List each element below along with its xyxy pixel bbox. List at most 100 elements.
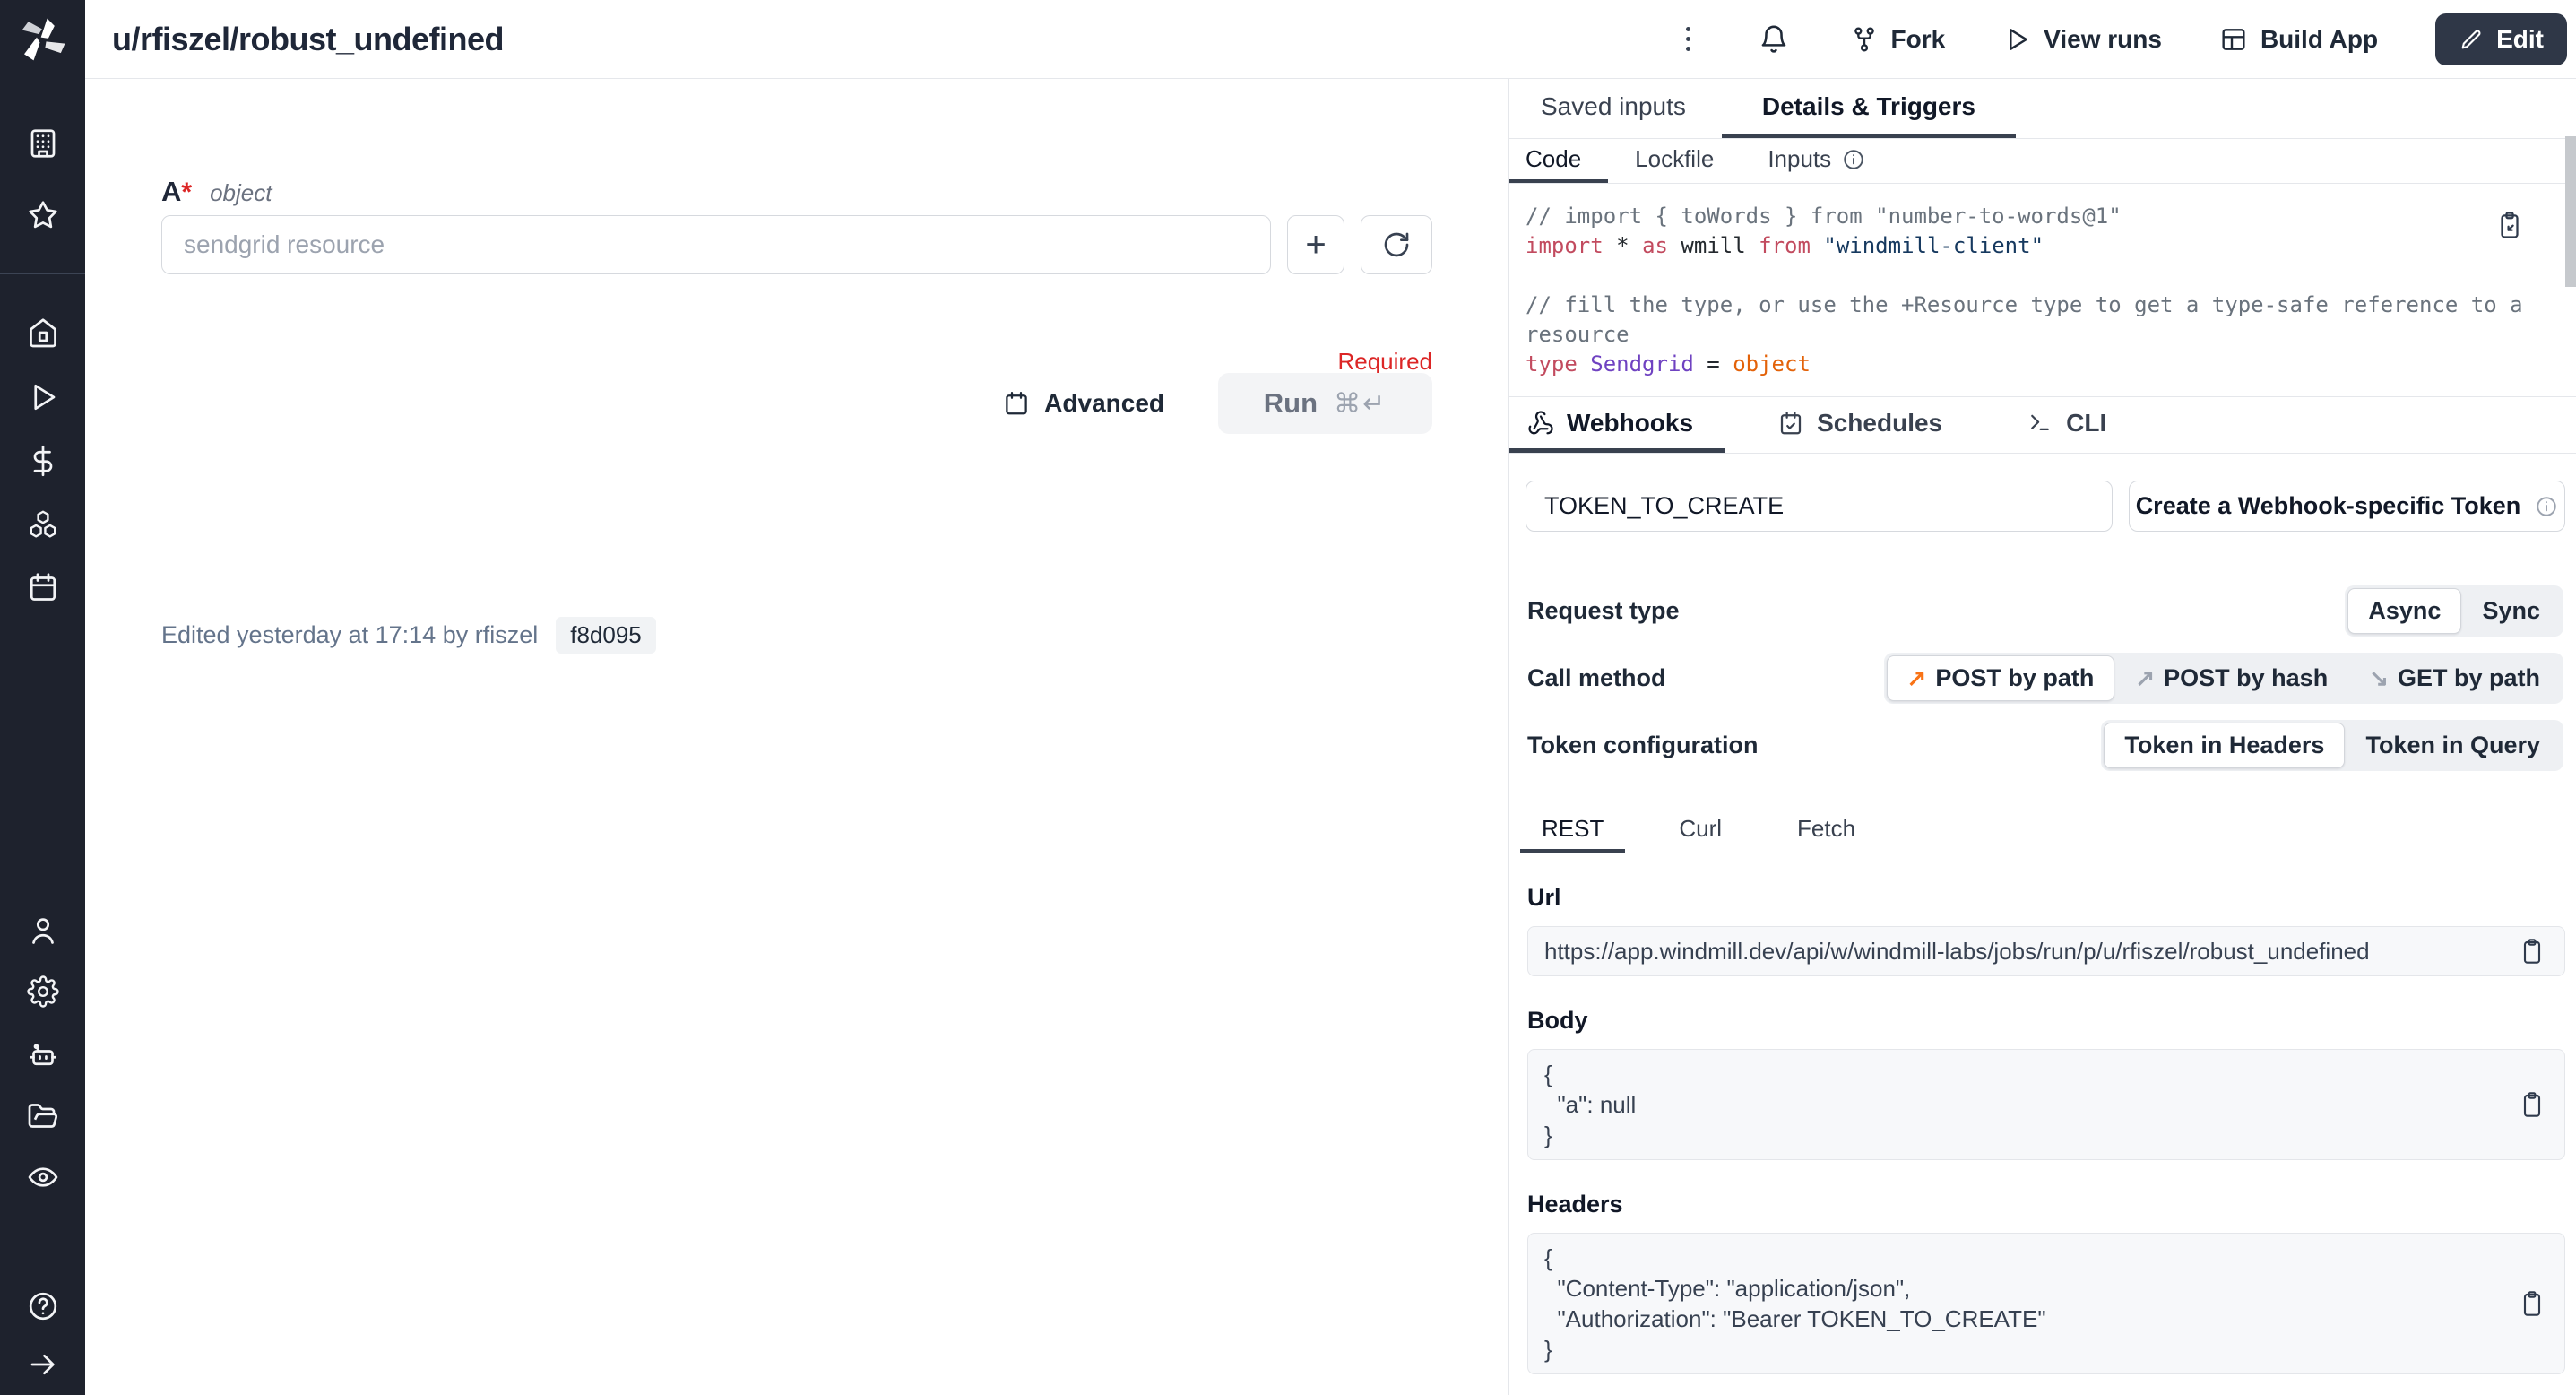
headers-box: { "Content-Type": "application/json", "A… (1527, 1233, 2565, 1374)
panel-scrollbar[interactable] (2565, 136, 2576, 287)
info-icon[interactable] (2535, 495, 2558, 518)
token-row: Create a Webhook-specific Token (1526, 481, 2565, 532)
copy-url-button[interactable] (2518, 936, 2548, 966)
edit-meta-row: Edited yesterday at 17:14 by rfiszel f8d… (161, 617, 656, 654)
token-input[interactable] (1526, 481, 2113, 532)
bot-icon[interactable] (26, 1038, 60, 1072)
create-token-button[interactable]: Create a Webhook-specific Token (2129, 481, 2565, 532)
body-section: Body { "a": null } (1527, 1007, 2565, 1160)
add-resource-button[interactable]: + (1287, 215, 1344, 274)
bell-icon (1759, 24, 1789, 55)
app-grid-icon (2219, 25, 2248, 54)
runs-play-icon[interactable] (26, 380, 60, 414)
page-title: u/rfiszel/robust_undefined (112, 20, 505, 57)
code-tabs: Code Lockfile Inputs (1509, 139, 2576, 184)
edit-button[interactable]: Edit (2435, 13, 2567, 65)
url-label: Url (1527, 884, 1561, 911)
copy-body-button[interactable] (2518, 1089, 2548, 1120)
run-button[interactable]: Run ⌘↵ (1218, 373, 1432, 434)
arrow-right-icon[interactable] (26, 1347, 60, 1382)
dollar-icon[interactable] (26, 444, 60, 478)
snippet-tabs: REST Curl Fetch (1509, 809, 2576, 853)
kebab-menu-icon[interactable] (1679, 20, 1698, 58)
token-config-row: Token configuration Token in Headers Tok… (1509, 720, 2563, 771)
refresh-button[interactable] (1361, 215, 1432, 274)
field-type: object (210, 179, 272, 206)
star-icon[interactable] (26, 198, 60, 232)
code-text: // import { toWords } from "number-to-wo… (1526, 204, 2537, 377)
option-async[interactable]: Async (2347, 588, 2462, 634)
tab-webhooks[interactable]: Webhooks (1509, 397, 1726, 453)
pencil-icon (2459, 27, 2484, 52)
request-type-toggle: Async Sync (2345, 585, 2563, 637)
gear-icon[interactable] (26, 975, 60, 1009)
tab-fetch[interactable]: Fetch (1797, 815, 1856, 842)
clipboard-icon (2518, 1289, 2548, 1318)
info-icon[interactable] (1842, 148, 1865, 171)
panel-tabs: Saved inputs Details & Triggers (1509, 79, 2576, 139)
top-bar: u/rfiszel/robust_undefined Fork (85, 0, 2576, 79)
required-hint: Required (1337, 348, 1432, 375)
fork-button[interactable]: Fork (1850, 25, 1945, 54)
windmill-logo[interactable] (18, 14, 68, 65)
required-asterisk: * (181, 178, 193, 207)
option-post-by-path[interactable]: ↗ POST by path (1886, 655, 2115, 701)
refresh-icon (1382, 230, 1411, 259)
option-token-query[interactable]: Token in Query (2365, 732, 2540, 758)
tab-curl[interactable]: Curl (1679, 815, 1723, 842)
user-icon[interactable] (26, 914, 60, 948)
url-section: Url https://app.windmill.dev/api/w/windm… (1527, 884, 2565, 976)
request-type-row: Request type Async Sync (1509, 585, 2563, 637)
option-post-by-hash[interactable]: ↗ POST by hash (2135, 664, 2329, 691)
resource-input[interactable] (161, 215, 1271, 274)
help-icon[interactable] (26, 1289, 60, 1323)
option-get-by-path[interactable]: ↘ GET by path (2369, 664, 2540, 691)
calendar-icon[interactable] (26, 570, 60, 604)
home-icon[interactable] (26, 316, 60, 350)
tab-cli[interactable]: CLI (2001, 397, 2131, 453)
trigger-tabs: Webhooks Schedules CLI (1509, 397, 2576, 454)
tab-lockfile[interactable]: Lockfile (1635, 145, 1715, 172)
eye-icon[interactable] (26, 1160, 60, 1194)
notifications-button[interactable] (1755, 21, 1793, 58)
token-config-toggle: Token in Headers Token in Query (2101, 720, 2563, 771)
call-method-label: Call method (1527, 664, 1666, 691)
body-box: { "a": null } (1527, 1049, 2565, 1160)
option-token-headers[interactable]: Token in Headers (2104, 723, 2346, 768)
tab-saved-inputs[interactable]: Saved inputs (1541, 92, 1686, 120)
token-config-label: Token configuration (1527, 732, 1759, 758)
arrow-down-right-icon: ↘ (2369, 664, 2389, 691)
advanced-button[interactable]: Advanced (1003, 389, 1164, 418)
view-runs-button[interactable]: View runs (2002, 25, 2162, 54)
field-name: A (161, 176, 182, 207)
play-icon (2002, 25, 2031, 54)
url-value: https://app.windmill.dev/api/w/windmill-… (1544, 938, 2370, 965)
arrow-up-right-icon: ↗ (1906, 664, 1927, 691)
tab-schedules[interactable]: Schedules (1752, 397, 1967, 453)
building-icon[interactable] (26, 126, 60, 160)
boxes-icon[interactable] (26, 507, 60, 542)
clipboard-icon (2518, 1090, 2548, 1119)
build-app-button[interactable]: Build App (2219, 25, 2378, 54)
edited-text: Edited yesterday at 17:14 by rfiszel (161, 621, 539, 648)
terminal-icon (2027, 410, 2053, 437)
tab-details-triggers[interactable]: Details & Triggers (1721, 79, 2016, 138)
call-method-row: Call method ↗ POST by path ↗ POST by has… (1509, 653, 2563, 704)
tab-inputs[interactable]: Inputs (1741, 139, 1892, 183)
folder-open-icon[interactable] (26, 1099, 60, 1133)
copy-code-button[interactable] (2494, 209, 2527, 241)
run-form-area: A* object + Required A (85, 79, 1508, 1395)
copy-headers-button[interactable] (2518, 1288, 2548, 1319)
resource-input-row: + (161, 215, 1432, 274)
tab-rest[interactable]: REST (1520, 809, 1626, 853)
headers-section: Headers { "Content-Type": "application/j… (1527, 1191, 2565, 1374)
tab-code[interactable]: Code (1509, 139, 1609, 183)
option-sync[interactable]: Sync (2482, 597, 2540, 624)
call-method-toggle: ↗ POST by path ↗ POST by hash ↘ GET by p… (1883, 653, 2563, 704)
version-hash-badge: f8d095 (556, 617, 656, 654)
url-box: https://app.windmill.dev/api/w/windmill-… (1527, 926, 2565, 976)
clipboard-copy-icon (2494, 210, 2527, 240)
body-label: Body (1527, 1007, 1588, 1034)
clipboard-icon (2518, 937, 2548, 966)
